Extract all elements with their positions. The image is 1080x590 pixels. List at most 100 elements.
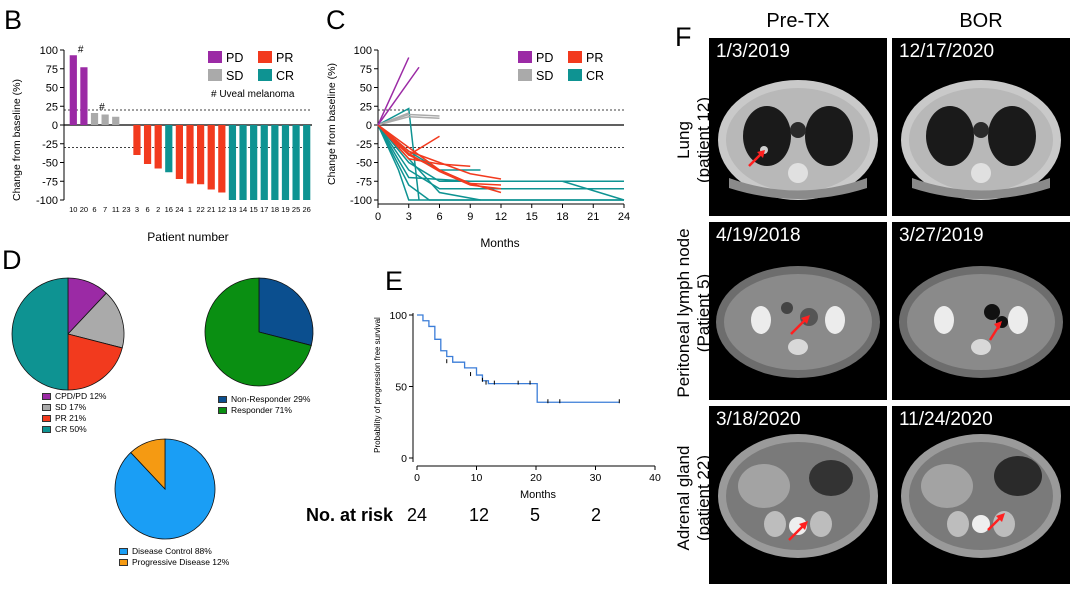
- b-x-tick-label: 21: [207, 205, 215, 214]
- c-series-line: [377, 124, 624, 182]
- b-x-tick-label: 22: [196, 205, 204, 214]
- pie2-legend-item: Responder 71%: [218, 405, 310, 416]
- legend-cr: CR: [276, 69, 294, 83]
- legend-pr: PR: [276, 51, 293, 65]
- pie1-legend: CPD/PD 12% SD 17% PR 21% CR 50%: [42, 391, 107, 435]
- c-x-tick-label: 21: [587, 211, 599, 223]
- b-y-tick-label: -50: [42, 158, 58, 170]
- b-bar: [303, 125, 311, 200]
- e-x-tick-label: 40: [649, 472, 661, 484]
- e-x-tick-label: 20: [530, 472, 542, 484]
- b-x-tick-label: 1: [188, 205, 192, 214]
- ct-lymph-pre: 4/19/2018: [709, 222, 887, 400]
- b-bar: [260, 125, 268, 200]
- c-y-tick-label: -100: [350, 195, 372, 207]
- e-x-axis-label: Months: [520, 489, 557, 501]
- c-x-tick-label: 18: [556, 211, 568, 223]
- b-x-axis-label: Patient number: [147, 230, 228, 244]
- b-x-tick-label: 14: [239, 205, 247, 214]
- c-series-line: [377, 124, 471, 167]
- column-header-bor: BOR: [959, 10, 1003, 32]
- legend-label: Disease Control 88%: [132, 546, 212, 556]
- c-y-tick-label: -75: [356, 176, 372, 188]
- risk-count: 2: [591, 505, 602, 525]
- e-km-curve: [417, 314, 620, 403]
- b-bar-marker: #: [99, 102, 105, 113]
- e-y-tick-label: 100: [389, 310, 407, 322]
- b-x-tick-label: 19: [281, 205, 289, 214]
- spider-plot: Change from baseline (%) 100 75 50 25 0 -25 -5…: [326, 45, 630, 250]
- e-x-tick-label: 0: [414, 472, 420, 484]
- c-x-axis-label: Months: [480, 236, 519, 250]
- b-x-tick-label: 16: [165, 205, 173, 214]
- legend-pd: PD: [226, 51, 243, 65]
- row-label-lung: Lung (patient 12): [674, 50, 714, 230]
- b-bar: [186, 125, 194, 184]
- pie-slice: [67, 292, 125, 349]
- e-y-tick-label: 0: [401, 453, 407, 465]
- c-x-tick-label: 12: [495, 211, 507, 223]
- e-x-tick-label: 30: [590, 472, 602, 484]
- b-x-tick-label: 12: [218, 205, 226, 214]
- row-label-adrenal: Adrenal gland (patient 22): [674, 408, 714, 588]
- c-legend-sd: SD: [536, 69, 553, 83]
- ct-date: 12/17/2020: [899, 41, 995, 62]
- legend-label: CR 50%: [55, 424, 87, 434]
- c-y-axis-label: Change from baseline (%): [326, 63, 338, 185]
- c-y-tick-label: 25: [360, 101, 372, 113]
- c-x-tick-label: 0: [375, 211, 381, 223]
- c-series-line: [377, 124, 625, 201]
- pie-slice: [11, 277, 69, 391]
- legend-label: Non-Responder 29%: [231, 394, 311, 404]
- b-x-tick-label: 17: [260, 205, 268, 214]
- b-bar: [90, 113, 99, 125]
- c-x-tick-label: 3: [406, 211, 412, 223]
- b-x-tick-label: 26: [303, 205, 311, 214]
- pie-response-categories: [11, 277, 125, 391]
- ct-adrenal-bor: 11/24/2020: [892, 406, 1070, 584]
- row-label-line: Lung: [674, 121, 693, 159]
- ct-date: 1/3/2019: [716, 41, 790, 62]
- b-y-tick-label: -75: [42, 176, 58, 188]
- ct-lung-pre: 1/3/2019: [709, 38, 887, 216]
- ct-scan-image: [718, 80, 878, 200]
- legend-label: CPD/PD 12%: [55, 391, 107, 401]
- c-series-line: [377, 124, 624, 201]
- b-bar: [101, 114, 109, 125]
- legend-swatch-pr: [258, 51, 272, 63]
- b-bar: [175, 125, 183, 179]
- ct-date: 3/18/2020: [716, 409, 801, 430]
- c-legend-swatch-pd: [518, 51, 532, 63]
- c-legend-pd: PD: [536, 51, 553, 65]
- legend-swatch-sd: [208, 69, 222, 81]
- c-series-line: [377, 66, 420, 126]
- legend-uveal-note: # Uveal melanoma: [211, 89, 295, 100]
- b-bar: [228, 125, 237, 200]
- pie1-legend-item: CR 50%: [42, 424, 107, 435]
- ct-scan-image: [901, 80, 1061, 200]
- b-bar: [154, 125, 162, 169]
- ct-lymph-bor: 3/27/2019: [892, 222, 1070, 400]
- b-x-tick-label: 6: [145, 205, 149, 214]
- b-y-tick-label: 100: [40, 45, 58, 57]
- b-x-tick-label: 3: [135, 205, 139, 214]
- risk-count: 5: [530, 505, 541, 525]
- c-x-tick-label: 6: [436, 211, 442, 223]
- b-bar: [281, 125, 290, 200]
- pie-slice: [130, 438, 166, 491]
- b-bar: [165, 125, 173, 173]
- b-x-tick-label: 25: [292, 205, 300, 214]
- pie3-legend-item: Progressive Disease 12%: [119, 557, 229, 568]
- pie-slice: [204, 277, 312, 387]
- pie1-legend-item: PR 21%: [42, 413, 107, 424]
- b-bar: [207, 125, 215, 190]
- ct-scan-image: [901, 434, 1061, 558]
- e-y-tick-label: 50: [395, 382, 407, 394]
- b-y-tick-label: -25: [42, 139, 58, 151]
- b-x-tick-label: 11: [112, 205, 120, 214]
- c-x-tick-label: 15: [526, 211, 538, 223]
- c-series-line: [377, 57, 410, 126]
- legend-label: Responder 71%: [231, 405, 292, 415]
- c-series-line: [377, 115, 440, 126]
- ct-lung-bor: 12/17/2020: [892, 38, 1070, 216]
